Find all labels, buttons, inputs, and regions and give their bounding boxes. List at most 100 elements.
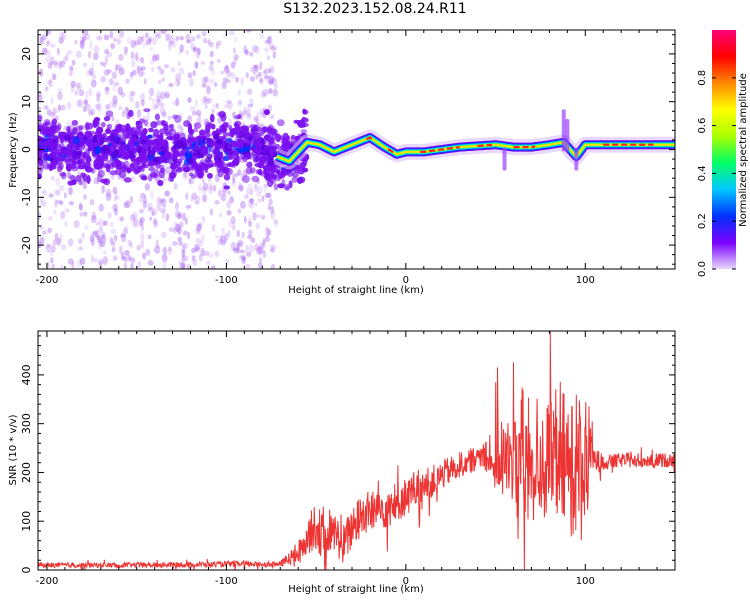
signal-speck — [268, 158, 275, 166]
x-tick-label: -200 — [36, 576, 59, 587]
noise-speck — [103, 69, 110, 76]
y-tick-label: 0 — [20, 146, 33, 153]
noise-speck — [97, 235, 104, 244]
noise-speck — [87, 50, 92, 59]
noise-speck — [208, 64, 214, 72]
noise-speck — [56, 47, 60, 56]
signal-speck — [219, 151, 224, 159]
noise-speck — [111, 246, 116, 253]
signal-speck — [159, 167, 165, 173]
signal-speck — [179, 132, 186, 142]
signal-speck — [273, 183, 279, 191]
signal-speck — [199, 159, 207, 168]
noise-speck — [65, 53, 69, 61]
signal-speck — [216, 138, 223, 145]
signal-speck — [109, 170, 118, 176]
noise-speck — [255, 74, 259, 80]
noise-speck — [77, 169, 81, 177]
noise-speck — [230, 72, 236, 80]
noise-speck — [175, 36, 180, 41]
noise-speck — [227, 100, 233, 110]
noise-speck — [141, 35, 145, 42]
noise-speck — [129, 196, 134, 203]
noise-speck — [254, 201, 258, 207]
noise-speck — [210, 265, 216, 269]
noise-speck — [274, 84, 278, 89]
noise-speck — [270, 263, 275, 269]
noise-speck — [89, 40, 93, 50]
noise-speck — [245, 263, 251, 269]
noise-speck — [123, 46, 129, 53]
signal-speck — [38, 146, 43, 152]
signal-speck — [246, 166, 253, 175]
noise-speck — [101, 232, 106, 237]
noise-speck — [254, 243, 259, 252]
noise-speck — [156, 90, 162, 100]
noise-speck — [246, 88, 253, 96]
noise-speck — [249, 51, 254, 57]
noise-speck — [256, 111, 262, 119]
noise-speck — [38, 68, 44, 77]
noise-speck — [110, 175, 115, 180]
noise-speck — [244, 194, 249, 199]
y-tick-label: 100 — [20, 511, 33, 532]
noise-speck — [82, 30, 89, 36]
noise-speck — [241, 258, 246, 265]
signal-speck — [51, 118, 58, 125]
signal-speck — [38, 140, 44, 146]
noise-speck — [167, 247, 173, 256]
noise-speck — [90, 214, 97, 224]
noise-speck — [212, 103, 218, 108]
noise-speck — [112, 186, 118, 195]
noise-speck — [147, 234, 152, 240]
signal-speck — [300, 129, 308, 134]
noise-speck — [223, 65, 230, 74]
noise-speck — [118, 106, 123, 111]
signal-speck — [215, 128, 220, 134]
ridge-hot-segment — [420, 146, 460, 153]
noise-speck — [178, 260, 183, 266]
noise-speck — [197, 112, 202, 118]
noise-speck — [140, 71, 146, 76]
signal-speck — [109, 154, 115, 162]
signal-speck — [297, 176, 306, 184]
signal-speck — [224, 142, 232, 152]
signal-speck — [288, 180, 293, 189]
noise-speck — [99, 61, 105, 66]
noise-speck — [198, 240, 204, 248]
noise-speck — [120, 233, 126, 239]
signal-speck — [171, 114, 178, 119]
noise-speck — [201, 177, 205, 184]
noise-speck — [249, 76, 256, 82]
noise-speck — [171, 241, 178, 246]
noise-speck — [248, 229, 253, 237]
noise-speck — [245, 244, 249, 253]
noise-speck — [91, 74, 97, 79]
signal-speck — [117, 162, 122, 170]
noise-speck — [231, 172, 236, 181]
noise-speck — [220, 193, 226, 202]
signal-speck — [129, 162, 135, 169]
noise-speck — [204, 76, 209, 84]
noise-speck — [63, 192, 67, 199]
noise-speck — [173, 220, 178, 228]
noise-speck — [83, 211, 88, 217]
noise-speck — [113, 99, 119, 108]
signal-speck — [49, 157, 55, 162]
noise-speck — [168, 197, 174, 204]
signal-speck — [197, 138, 206, 147]
noise-speck — [208, 78, 215, 84]
noise-speck — [96, 35, 103, 41]
noise-speck — [229, 196, 234, 204]
noise-speck — [113, 81, 120, 87]
y-tick-label: 0 — [20, 567, 33, 574]
noise-speck — [230, 61, 236, 69]
noise-speck — [144, 183, 151, 191]
noise-speck — [141, 252, 147, 260]
noise-speck — [228, 118, 233, 127]
noise-speck — [84, 98, 89, 108]
noise-speck — [215, 102, 219, 109]
noise-speck — [255, 213, 261, 219]
noise-speck — [41, 34, 47, 41]
noise-speck — [68, 65, 74, 72]
